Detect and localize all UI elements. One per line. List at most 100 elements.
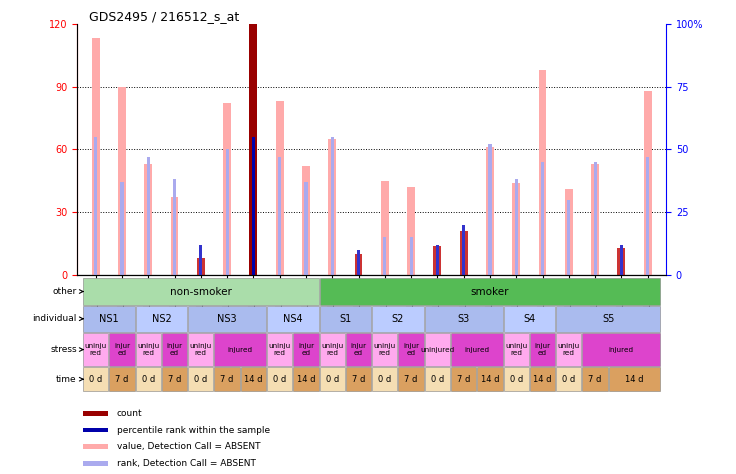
Text: 7 d: 7 d bbox=[404, 375, 418, 383]
Text: injur
ed: injur ed bbox=[166, 343, 183, 356]
Text: uninju
red: uninju red bbox=[190, 343, 212, 356]
Bar bbox=[425, 367, 450, 391]
Bar bbox=[565, 189, 573, 275]
Text: NS4: NS4 bbox=[283, 314, 302, 324]
Bar bbox=[409, 237, 413, 275]
Bar bbox=[83, 306, 135, 332]
Text: percentile rank within the sample: percentile rank within the sample bbox=[117, 426, 270, 435]
Bar bbox=[252, 137, 255, 275]
Bar bbox=[582, 333, 660, 366]
Text: injur
ed: injur ed bbox=[403, 343, 420, 356]
Text: 0 d: 0 d bbox=[431, 375, 444, 383]
Bar bbox=[530, 333, 555, 366]
Bar bbox=[620, 245, 623, 275]
Bar bbox=[118, 87, 126, 275]
Bar bbox=[214, 367, 240, 391]
Bar bbox=[398, 367, 424, 391]
Bar bbox=[582, 367, 608, 391]
Text: S4: S4 bbox=[523, 314, 536, 324]
Bar bbox=[556, 306, 660, 332]
Bar bbox=[94, 137, 97, 275]
Text: individual: individual bbox=[32, 314, 83, 323]
Bar bbox=[489, 144, 492, 275]
Bar bbox=[372, 306, 424, 332]
Text: S1: S1 bbox=[339, 314, 352, 324]
Bar bbox=[383, 237, 386, 275]
Text: uninju
red: uninju red bbox=[321, 343, 344, 356]
Bar bbox=[83, 411, 108, 416]
Bar bbox=[372, 333, 397, 366]
Text: 0 d: 0 d bbox=[89, 375, 102, 383]
Bar bbox=[267, 367, 292, 391]
Bar bbox=[541, 162, 544, 275]
Bar bbox=[83, 367, 108, 391]
Text: NS1: NS1 bbox=[99, 314, 118, 324]
Text: rank, Detection Call = ABSENT: rank, Detection Call = ABSENT bbox=[117, 459, 255, 468]
Bar bbox=[144, 164, 152, 275]
Bar bbox=[135, 333, 161, 366]
Bar bbox=[425, 306, 503, 332]
Text: other: other bbox=[52, 287, 83, 296]
Text: injured: injured bbox=[464, 346, 489, 353]
Bar bbox=[110, 333, 135, 366]
Bar bbox=[462, 225, 465, 275]
Bar bbox=[486, 147, 494, 275]
Text: uninju
red: uninju red bbox=[558, 343, 580, 356]
Bar bbox=[556, 333, 581, 366]
Bar bbox=[173, 180, 176, 275]
Text: S2: S2 bbox=[392, 314, 404, 324]
Bar bbox=[567, 200, 570, 275]
Bar bbox=[372, 367, 397, 391]
Bar bbox=[110, 367, 135, 391]
Bar bbox=[77, 275, 666, 474]
Text: injured: injured bbox=[227, 346, 252, 353]
Bar bbox=[609, 367, 660, 391]
Text: 7 d: 7 d bbox=[168, 375, 181, 383]
Text: injur
ed: injur ed bbox=[298, 343, 314, 356]
Text: S3: S3 bbox=[458, 314, 470, 324]
Bar bbox=[121, 182, 124, 275]
Bar bbox=[294, 333, 319, 366]
Bar bbox=[83, 428, 108, 432]
Bar bbox=[460, 231, 467, 275]
Text: injured: injured bbox=[609, 346, 634, 353]
Text: time: time bbox=[56, 375, 83, 383]
Bar bbox=[330, 137, 334, 275]
Bar bbox=[539, 70, 547, 275]
Bar bbox=[503, 333, 529, 366]
Text: 14 d: 14 d bbox=[244, 375, 263, 383]
Bar bbox=[319, 306, 371, 332]
Bar bbox=[188, 306, 266, 332]
Bar bbox=[478, 367, 503, 391]
Text: 14 d: 14 d bbox=[534, 375, 552, 383]
Text: uninju
red: uninju red bbox=[137, 343, 160, 356]
Text: injur
ed: injur ed bbox=[534, 343, 551, 356]
Text: GDS2495 / 216512_s_at: GDS2495 / 216512_s_at bbox=[89, 9, 239, 23]
Text: uninju
red: uninju red bbox=[374, 343, 396, 356]
Bar bbox=[381, 181, 389, 275]
Text: 0 d: 0 d bbox=[378, 375, 392, 383]
Text: uninju
red: uninju red bbox=[269, 343, 291, 356]
Bar bbox=[644, 91, 651, 275]
Bar bbox=[319, 367, 345, 391]
Bar bbox=[267, 333, 292, 366]
Bar bbox=[346, 333, 371, 366]
Bar bbox=[294, 367, 319, 391]
Text: 7 d: 7 d bbox=[220, 375, 234, 383]
Text: count: count bbox=[117, 409, 142, 418]
Text: stress: stress bbox=[50, 345, 83, 354]
Bar bbox=[225, 149, 229, 275]
Text: uninju
red: uninju red bbox=[85, 343, 107, 356]
Bar bbox=[83, 445, 108, 449]
Bar bbox=[357, 250, 360, 275]
Text: 7 d: 7 d bbox=[116, 375, 129, 383]
Bar bbox=[83, 461, 108, 465]
Bar bbox=[188, 367, 213, 391]
Bar bbox=[199, 245, 202, 275]
Text: non-smoker: non-smoker bbox=[170, 286, 232, 297]
Text: NS2: NS2 bbox=[152, 314, 171, 324]
Bar bbox=[646, 157, 649, 275]
Bar bbox=[197, 258, 205, 275]
Text: S5: S5 bbox=[602, 314, 615, 324]
Bar bbox=[451, 333, 503, 366]
